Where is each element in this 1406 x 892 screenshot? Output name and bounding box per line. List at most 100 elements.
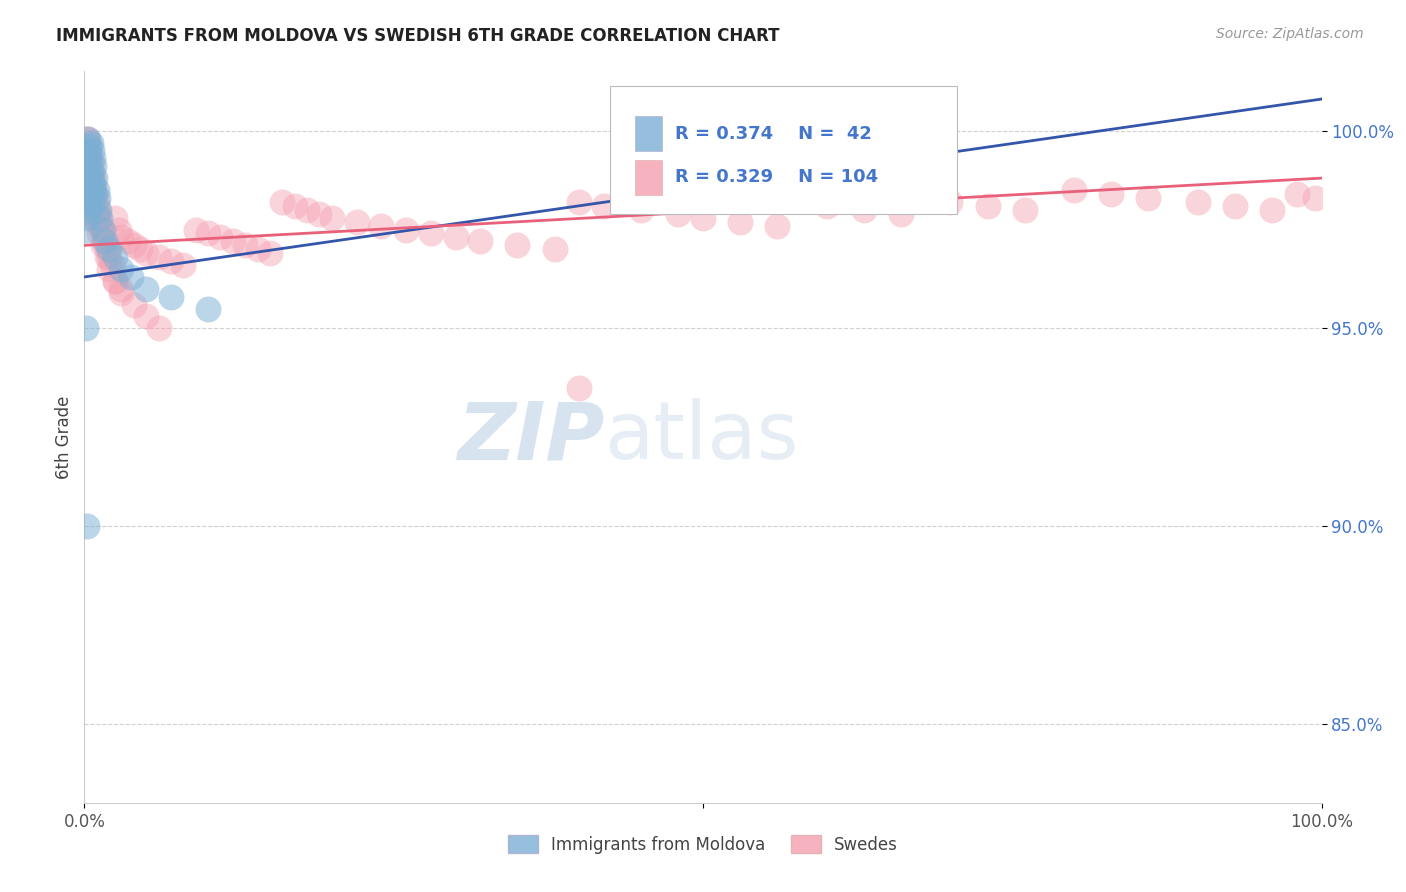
- Point: [89, 227, 111, 241]
- Point: [593, 199, 616, 213]
- Point: [77, 191, 100, 205]
- Point: [630, 202, 652, 217]
- Point: [98, 250, 121, 264]
- Point: [209, 230, 232, 244]
- Point: [346, 214, 368, 228]
- Point: [108, 222, 131, 236]
- Point: [80, 199, 103, 213]
- Point: [470, 235, 492, 249]
- Point: [79, 202, 101, 217]
- Point: [76, 171, 98, 186]
- Point: [246, 242, 269, 256]
- Point: [87, 191, 110, 205]
- Point: [84, 171, 107, 186]
- Point: [184, 222, 207, 236]
- Point: [233, 238, 256, 252]
- Point: [1014, 202, 1036, 217]
- Point: [79, 155, 101, 169]
- Point: [79, 147, 101, 161]
- Point: [77, 159, 100, 173]
- Point: [543, 242, 565, 256]
- Point: [666, 207, 689, 221]
- Point: [1261, 202, 1284, 217]
- Point: [728, 214, 751, 228]
- Point: [94, 235, 117, 249]
- Point: [976, 199, 998, 213]
- Point: [1305, 191, 1327, 205]
- Point: [129, 242, 152, 256]
- Point: [79, 167, 101, 181]
- Point: [395, 222, 418, 236]
- Point: [79, 167, 101, 181]
- Point: [82, 191, 104, 205]
- Point: [93, 235, 115, 249]
- Point: [77, 144, 100, 158]
- Point: [271, 194, 294, 209]
- Point: [79, 186, 101, 201]
- Point: [104, 211, 127, 225]
- Text: atlas: atlas: [605, 398, 799, 476]
- Point: [852, 202, 875, 217]
- Point: [79, 139, 101, 153]
- Point: [135, 246, 157, 260]
- Point: [110, 230, 132, 244]
- Point: [82, 179, 104, 194]
- Point: [83, 179, 105, 194]
- Point: [370, 219, 392, 233]
- Point: [148, 321, 170, 335]
- Point: [259, 246, 281, 260]
- Point: [172, 258, 194, 272]
- Point: [82, 171, 104, 186]
- Point: [91, 238, 114, 252]
- Legend: Immigrants from Moldova, Swedes: Immigrants from Moldova, Swedes: [502, 829, 904, 860]
- Point: [80, 163, 103, 178]
- Point: [160, 254, 183, 268]
- Point: [77, 194, 100, 209]
- Point: [89, 211, 111, 225]
- Point: [284, 199, 307, 213]
- Point: [76, 183, 98, 197]
- Point: [86, 194, 108, 209]
- Point: [295, 202, 318, 217]
- Point: [76, 211, 98, 225]
- Point: [79, 155, 101, 169]
- Point: [80, 144, 103, 158]
- Point: [82, 191, 104, 205]
- Point: [77, 179, 100, 194]
- Point: [76, 222, 98, 236]
- Point: [766, 219, 789, 233]
- Point: [75, 321, 97, 335]
- Point: [1187, 194, 1209, 209]
- Point: [1063, 183, 1085, 197]
- Point: [80, 183, 103, 197]
- Point: [308, 207, 330, 221]
- Point: [79, 152, 101, 166]
- Point: [79, 163, 101, 178]
- Point: [89, 202, 111, 217]
- Point: [160, 290, 183, 304]
- Text: R = 0.374    N =  42: R = 0.374 N = 42: [675, 125, 872, 143]
- Point: [96, 242, 118, 256]
- Point: [89, 211, 111, 225]
- Point: [83, 159, 105, 173]
- Point: [83, 186, 105, 201]
- Point: [1285, 186, 1308, 201]
- Point: [75, 202, 97, 217]
- Point: [197, 301, 219, 316]
- Point: [506, 238, 529, 252]
- Point: [122, 238, 145, 252]
- Point: [77, 175, 100, 189]
- Point: [110, 285, 132, 300]
- Point: [135, 310, 157, 324]
- Point: [98, 242, 121, 256]
- Point: [75, 144, 97, 158]
- Point: [76, 152, 98, 166]
- Point: [77, 159, 100, 173]
- Point: [80, 179, 103, 194]
- Point: [692, 211, 714, 225]
- Bar: [636, 160, 662, 195]
- Point: [568, 381, 591, 395]
- Y-axis label: 6th Grade: 6th Grade: [55, 395, 73, 479]
- Point: [86, 183, 108, 197]
- Point: [82, 152, 104, 166]
